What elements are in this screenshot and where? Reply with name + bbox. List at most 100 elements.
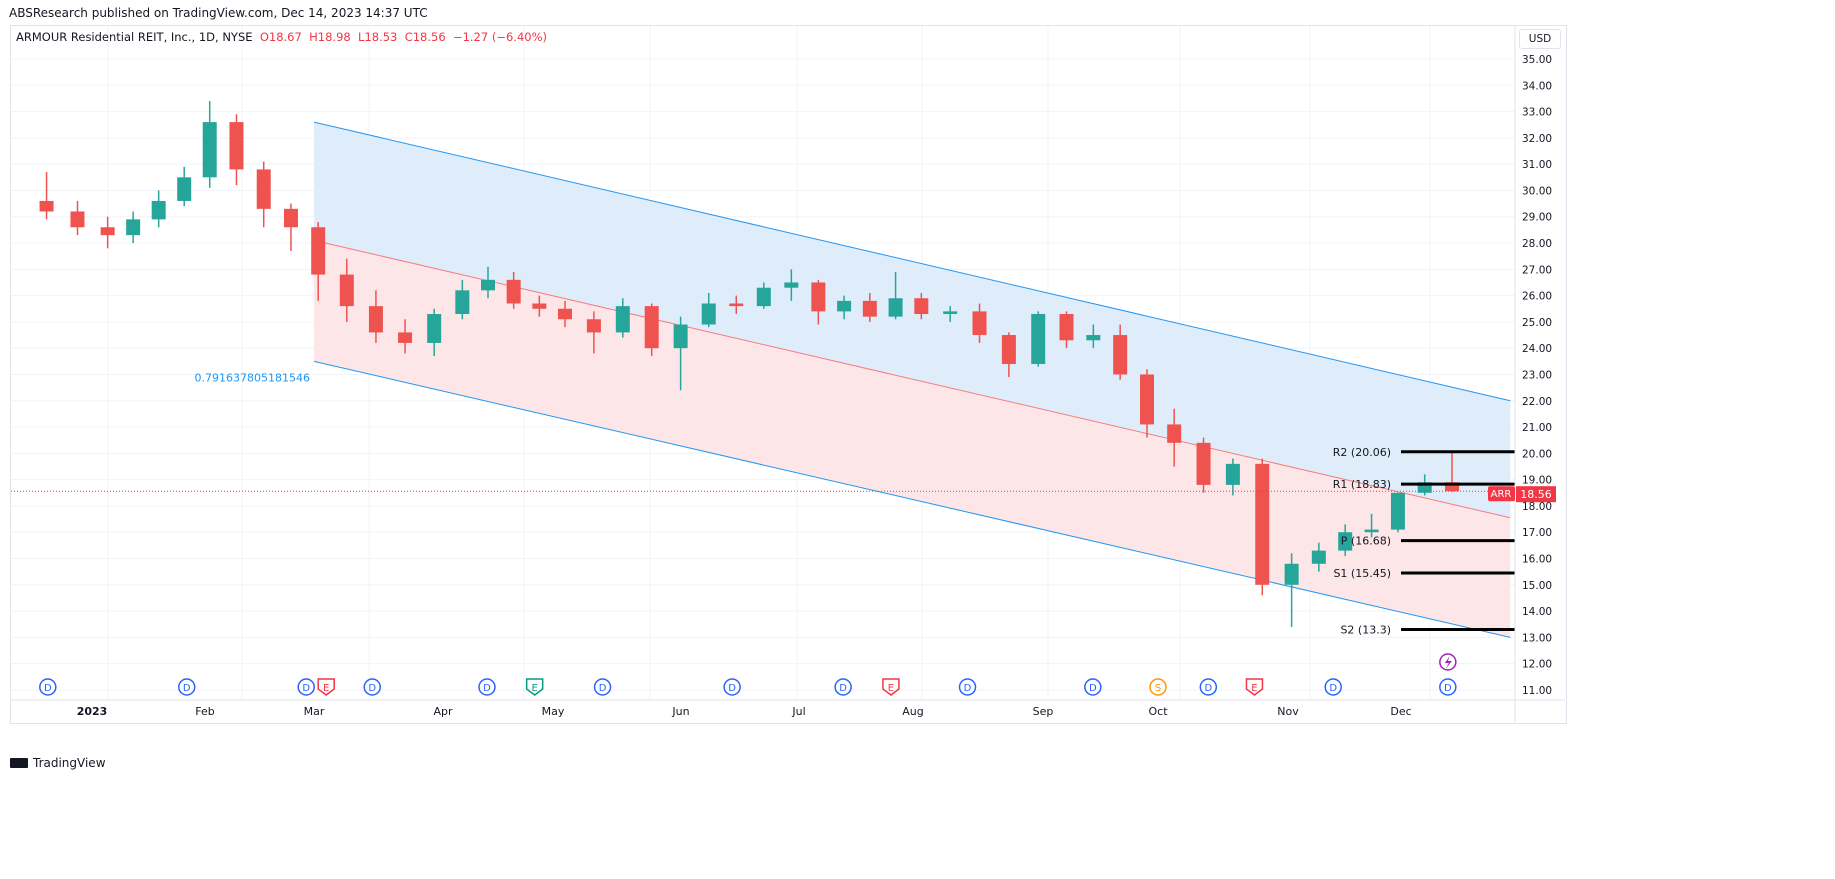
price-tick-label: 15.00 [1522,580,1552,592]
event-marker-D: D [1199,678,1218,696]
candle [1255,458,1270,596]
candle-body [100,227,115,236]
channel-upper-fill [314,122,1511,518]
candle [811,279,826,325]
price-tick-label: 31.00 [1522,159,1552,171]
earnings-icon [882,678,900,696]
time-tick-label: Apr [433,705,453,718]
price-tick-label: 33.00 [1522,107,1552,119]
tradingview-logo-icon [10,758,28,768]
candle-body [339,274,354,307]
pivot-label: R2 (20.06) [1333,446,1391,459]
candle-body [1225,463,1240,485]
price-tick-label: 22.00 [1522,396,1552,408]
candle-body [151,200,166,220]
dividend-icon [1199,678,1218,696]
event-marker-D: D [478,678,496,696]
candle-body [756,287,771,307]
candle-body [888,298,903,317]
event-letter: D [302,683,310,694]
candle-body [1001,335,1016,364]
event-marker-D: D [1084,678,1102,696]
time-tick-label: 2023 [77,705,108,718]
price-tick-label: 19.00 [1522,475,1552,487]
price-tick-label: 30.00 [1522,185,1552,197]
candle [256,161,271,228]
candle [1086,324,1101,349]
event-letter: D [368,683,376,694]
price-tick-label: 23.00 [1522,369,1552,381]
event-letter: D [964,683,972,694]
candle [914,292,929,320]
candle-body [126,219,141,236]
price-tick-label: 24.00 [1522,343,1552,355]
candle-body [943,311,958,315]
candle [888,271,903,320]
candle [100,216,115,249]
candle-body [368,306,383,333]
candle-body [256,169,271,209]
event-marker-D: D [297,678,315,696]
pivot-label: S1 (15.45) [1333,567,1391,580]
dividend-icon [178,678,196,696]
price-tick-label: 21.00 [1522,422,1552,434]
time-tick-label: Mar [304,705,325,718]
time-tick-label: Feb [195,705,214,718]
candle [586,311,601,354]
candle [1364,513,1379,538]
channel-lower-fill [314,240,1511,638]
event-marker-D: D [958,678,977,696]
dividend-icon [1324,678,1342,696]
candle-body [283,208,298,228]
candle-body [1311,550,1326,564]
candle [368,290,383,343]
chart-frame [10,25,1567,724]
price-tick-label: 35.00 [1522,54,1552,66]
price-tick-label: 13.00 [1522,632,1552,644]
low-value: L18.53 [358,30,398,44]
tradingview-brand[interactable]: TradingView [10,756,106,770]
candle [339,258,354,322]
candle-body [644,306,659,349]
pivot-label: S2 (13.3) [1340,623,1391,636]
candle [943,306,958,322]
plot-area: 0.791637805181546 R2 (20.06) R1 (18.83) P (… [11,26,1515,700]
time-tick-label: Oct [1148,705,1168,718]
price-tick-label: 11.00 [1522,685,1552,697]
candle [126,211,141,244]
candle-body [532,303,547,309]
candle-body [1113,335,1128,375]
candle-body [1284,563,1299,585]
time-tick-label: May [542,705,565,718]
event-marker-E: E [882,678,900,696]
channel-upper-line [313,121,1511,402]
dividend-icon [1084,678,1102,696]
candle [202,101,217,188]
event-letter: D [1089,683,1097,694]
candle [455,279,470,320]
candle-body [1364,529,1379,533]
candle-body [1255,463,1270,585]
event-letter: S [1155,683,1161,694]
event-marker-E: E [317,678,335,696]
dividend-icon [593,678,612,696]
candle [837,295,852,320]
candle-body [427,314,442,343]
candle [1140,369,1154,438]
dividend-icon [39,678,57,696]
candle [283,203,298,251]
time-tick-label: Nov [1277,705,1299,718]
currency-button[interactable]: USD [1519,29,1561,49]
channel-deviation-label: 0.791637805181546 [195,371,310,384]
event-marker-D: D [1439,678,1457,696]
candle [615,298,630,338]
event-marker-D: D [834,678,852,696]
event-marker-D: D [593,678,612,696]
candle-body [506,279,521,304]
candle-body [586,319,601,333]
earnings-icon [1245,678,1264,696]
candle-body [784,282,799,288]
candle [1196,437,1211,493]
candle-body [1338,532,1353,551]
